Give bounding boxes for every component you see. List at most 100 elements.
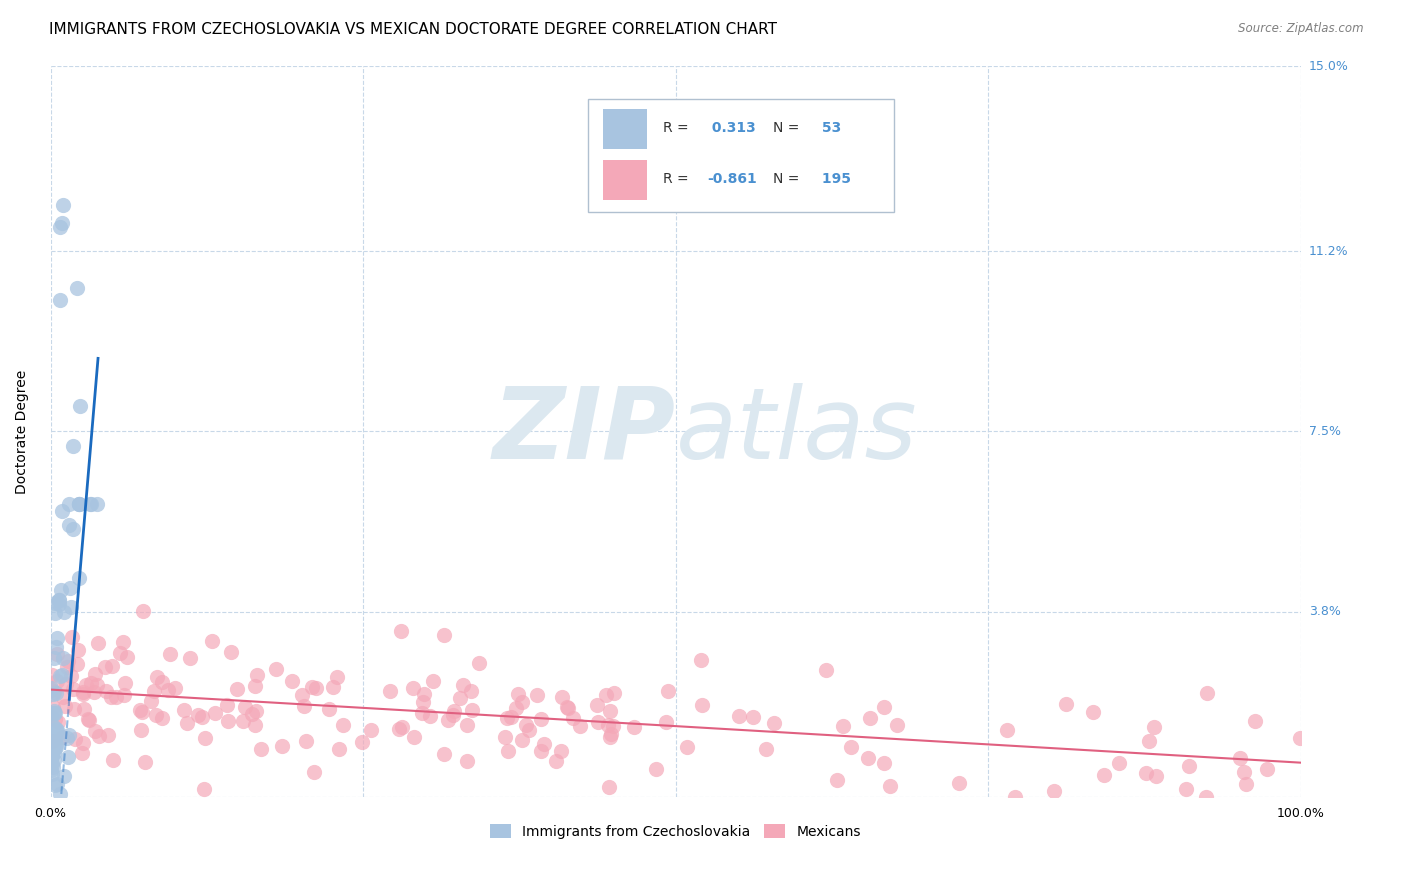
Text: atlas: atlas: [675, 383, 917, 480]
Point: [42, 704, 65, 718]
Point: [873, 756, 896, 770]
Point: [505, 700, 527, 714]
Point: [45, 673, 67, 688]
Point: [39, 751, 62, 765]
Point: [1177, 759, 1199, 773]
Point: [1229, 751, 1251, 765]
Point: [204, 706, 226, 720]
Point: [45, 686, 67, 700]
Point: [402, 681, 425, 696]
Point: [1137, 734, 1160, 748]
Point: [290, 688, 312, 702]
Point: [45, 723, 67, 738]
Point: [49, 293, 72, 307]
Point: [44, 712, 66, 726]
Legend: Immigrants from Czechoslovakia, Mexicans: Immigrants from Czechoslovakia, Mexicans: [485, 819, 866, 845]
Point: [1244, 714, 1267, 728]
Point: [48, 598, 70, 612]
Point: [42, 753, 65, 767]
Point: [510, 695, 533, 709]
Point: [690, 698, 713, 712]
Point: [62, 681, 84, 696]
Point: [1236, 777, 1258, 791]
Text: 0.313: 0.313: [707, 121, 755, 136]
Point: [193, 781, 215, 796]
Point: [111, 635, 134, 649]
Point: [555, 700, 578, 714]
Point: [48, 787, 70, 801]
Point: [1175, 781, 1198, 796]
Point: [519, 723, 541, 737]
Point: [295, 734, 318, 748]
Point: [305, 681, 328, 695]
Point: [42, 719, 65, 733]
Point: [58, 518, 80, 533]
Point: [1004, 789, 1026, 804]
Point: [1195, 686, 1218, 700]
Point: [995, 723, 1018, 738]
Point: [84, 724, 107, 739]
Point: [432, 628, 454, 642]
Point: [250, 741, 273, 756]
Point: [561, 711, 583, 725]
Point: [59, 581, 82, 595]
Point: [755, 742, 778, 756]
Point: [146, 670, 169, 684]
Text: 7.5%: 7.5%: [1309, 425, 1341, 438]
Point: [44, 706, 66, 720]
FancyBboxPatch shape: [603, 160, 647, 200]
Point: [510, 733, 533, 747]
Text: R =: R =: [664, 121, 693, 136]
Point: [150, 675, 173, 690]
Point: [62, 701, 84, 715]
Point: [221, 645, 243, 659]
Point: [66, 657, 89, 671]
Point: [46, 715, 69, 730]
Point: [59, 669, 82, 683]
Point: [413, 687, 436, 701]
Point: [41, 683, 63, 698]
Point: [44, 596, 66, 610]
Point: [814, 663, 837, 677]
Point: [460, 684, 482, 698]
Point: [56, 654, 79, 668]
Text: IMMIGRANTS FROM CZECHOSLOVAKIA VS MEXICAN DOCTORATE DEGREE CORRELATION CHART: IMMIGRANTS FROM CZECHOSLOVAKIA VS MEXICA…: [49, 22, 778, 37]
Point: [69, 399, 91, 413]
Point: [129, 723, 152, 737]
Point: [302, 764, 325, 779]
Point: [689, 653, 711, 667]
Point: [41, 747, 63, 762]
Point: [72, 687, 94, 701]
Text: 11.2%: 11.2%: [1309, 244, 1348, 258]
Point: [322, 681, 344, 695]
Point: [530, 712, 553, 726]
Point: [84, 666, 107, 681]
Point: [67, 570, 90, 584]
Point: [142, 684, 165, 698]
Point: [46, 632, 69, 646]
Text: Source: ZipAtlas.com: Source: ZipAtlas.com: [1239, 22, 1364, 36]
Point: [948, 776, 970, 790]
Point: [60, 630, 83, 644]
Text: N =: N =: [773, 121, 804, 136]
Point: [388, 722, 411, 736]
Point: [44, 741, 66, 756]
Point: [176, 715, 198, 730]
Point: [602, 686, 624, 700]
Point: [546, 754, 568, 768]
Point: [675, 739, 697, 754]
Point: [453, 678, 475, 692]
Point: [508, 687, 530, 701]
Point: [44, 732, 66, 747]
Text: 15.0%: 15.0%: [1309, 60, 1348, 72]
Point: [56, 749, 79, 764]
Point: [48, 593, 70, 607]
Point: [494, 730, 516, 744]
Point: [49, 220, 72, 235]
Point: [80, 498, 103, 512]
Point: [599, 730, 621, 744]
Point: [602, 719, 624, 733]
Point: [550, 743, 572, 757]
Point: [67, 498, 90, 512]
Point: [45, 640, 67, 654]
